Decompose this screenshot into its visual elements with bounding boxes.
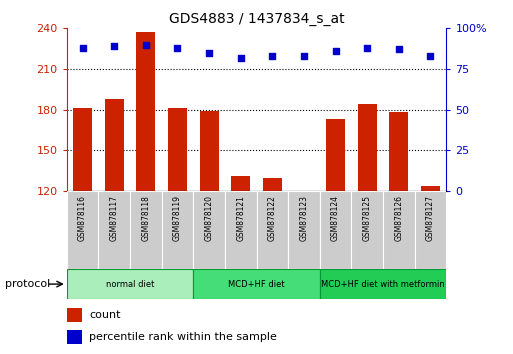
Bar (383, 191, 415, 269)
Text: protocol: protocol (5, 279, 50, 289)
Point (394, 47, 403, 52)
Text: GSM878124: GSM878124 (331, 195, 340, 241)
Bar (67, 308, 82, 322)
Text: GSM878119: GSM878119 (173, 195, 182, 241)
Bar (130, 191, 162, 269)
Point (426, 53, 435, 59)
Title: GDS4883 / 1437834_s_at: GDS4883 / 1437834_s_at (169, 12, 344, 26)
Point (236, 55, 245, 61)
Text: count: count (89, 310, 121, 320)
Bar (67, 191, 98, 269)
Bar (136, 32, 155, 191)
Text: GSM878127: GSM878127 (426, 195, 435, 241)
Bar (162, 191, 193, 269)
Bar (67, 269, 193, 299)
Point (205, 50, 213, 56)
Bar (105, 99, 124, 191)
Text: GSM878125: GSM878125 (363, 195, 372, 241)
Text: GSM878126: GSM878126 (394, 195, 403, 241)
Bar (231, 176, 250, 191)
Point (110, 44, 118, 49)
Text: GSM878120: GSM878120 (205, 195, 213, 241)
Point (363, 45, 371, 51)
Text: MCD+HF diet with metformin: MCD+HF diet with metformin (321, 280, 445, 289)
Point (173, 45, 182, 51)
Bar (326, 119, 345, 191)
Bar (288, 191, 320, 269)
Text: GSM878116: GSM878116 (78, 195, 87, 241)
Text: GSM878122: GSM878122 (268, 195, 277, 241)
Bar (256, 191, 288, 269)
Bar (200, 111, 219, 191)
Bar (98, 191, 130, 269)
Point (78, 45, 87, 51)
Text: GSM878123: GSM878123 (300, 195, 308, 241)
Text: GSM878121: GSM878121 (236, 195, 245, 241)
Point (268, 53, 277, 59)
Bar (73, 108, 92, 191)
Bar (225, 191, 256, 269)
Bar (193, 269, 320, 299)
Text: GSM878118: GSM878118 (141, 195, 150, 241)
Point (142, 42, 150, 47)
Bar (67, 330, 82, 344)
Text: GSM878117: GSM878117 (110, 195, 119, 241)
Bar (351, 191, 383, 269)
Bar (421, 186, 440, 191)
Text: normal diet: normal diet (106, 280, 154, 289)
Bar (389, 113, 408, 191)
Bar (263, 178, 282, 191)
Text: percentile rank within the sample: percentile rank within the sample (89, 332, 278, 342)
Bar (320, 269, 446, 299)
Bar (358, 104, 377, 191)
Text: MCD+HF diet: MCD+HF diet (228, 280, 285, 289)
Point (331, 48, 340, 54)
Bar (168, 108, 187, 191)
Bar (193, 191, 225, 269)
Bar (415, 191, 446, 269)
Bar (320, 191, 351, 269)
Point (300, 53, 308, 59)
